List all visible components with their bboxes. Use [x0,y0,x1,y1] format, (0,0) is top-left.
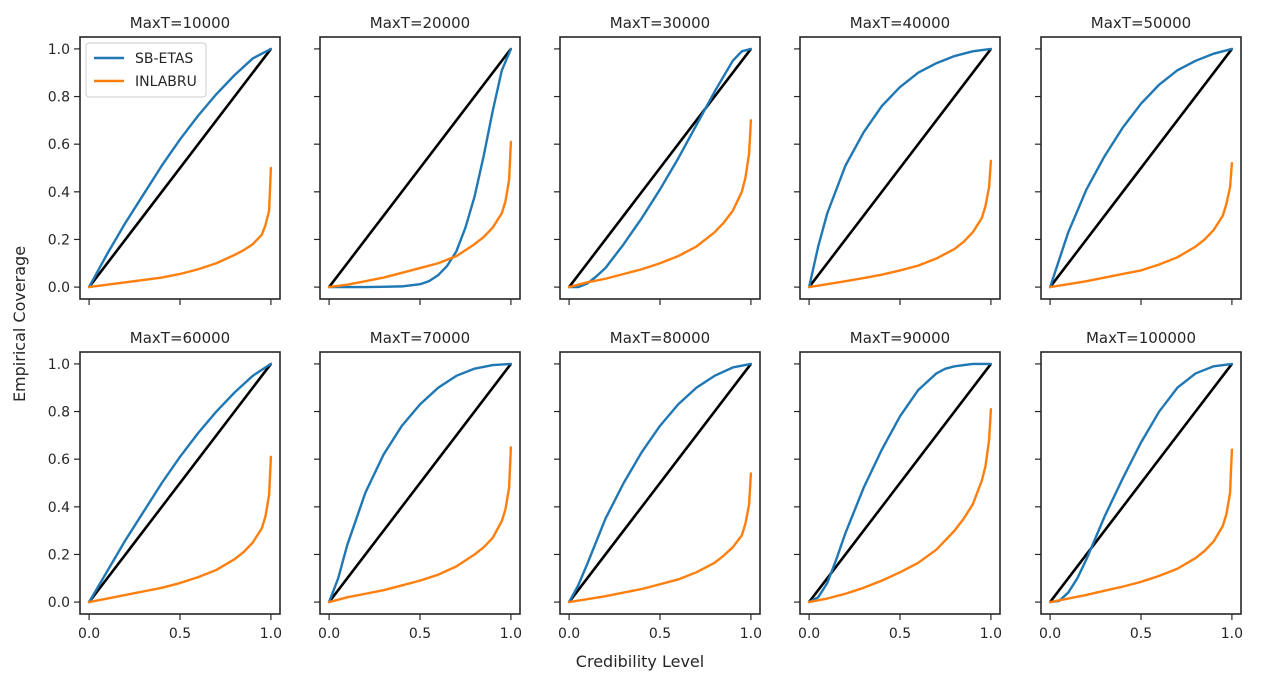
y-tick-label: 0.2 [48,547,70,563]
legend-box [85,42,207,98]
panel-10: MaxT=100000 0.0 0.5 1.0 [1035,329,1243,642]
reference-diagonal-line [808,363,992,603]
x-tick-label: 1.0 [500,626,522,642]
x-tick-label: 0.0 [318,626,340,642]
x-tick-label: 0.5 [169,626,191,642]
x-tick-label: 0.5 [409,626,431,642]
panel-2: MaxT=20000 [314,14,521,305]
panel-title: MaxT=90000 [850,329,950,347]
reference-diagonal-line [88,363,272,603]
y-tick-label: 0.0 [48,595,70,611]
series-line-inlabru [87,455,273,604]
panel-title: MaxT=50000 [1091,14,1191,32]
panel-title: MaxT=100000 [1086,329,1196,347]
y-tick-label: 1.0 [48,42,70,58]
series-line-inlabru [1048,162,1234,289]
panel-title: MaxT=70000 [370,329,470,347]
reference-diagonal-line [328,363,512,603]
y-tick-label: 0.4 [48,500,70,516]
y-tick-label: 0.6 [48,137,70,153]
panel-title: MaxT=20000 [370,14,470,32]
reference-diagonal-line [1049,48,1233,288]
y-tick-label: 0.8 [48,405,70,421]
x-tick-label: 0.0 [78,626,100,642]
reference-diagonal-line [568,363,752,603]
y-tick-label: 0.4 [48,185,70,201]
panel-9: MaxT=90000 0.0 0.5 1.0 [794,329,1002,642]
reference-diagonal-line [1049,363,1233,603]
series-line-sb-etas [87,47,273,289]
panel-3: MaxT=30000 [554,14,761,305]
reference-diagonal-line [328,48,512,288]
panel-4: MaxT=40000 [794,14,1001,305]
panel-title: MaxT=30000 [610,14,710,32]
y-axis-label: Empirical Coverage [10,246,29,402]
series-line-sb-etas [1048,47,1234,289]
reference-diagonal-line [88,48,272,288]
x-tick-label: 1.0 [740,626,762,642]
series-line-sb-etas [807,362,993,604]
panel-title: MaxT=10000 [130,14,230,32]
series-line-inlabru [327,446,513,604]
x-tick-label: 0.0 [798,626,820,642]
x-tick-label: 1.0 [980,626,1002,642]
series-line-inlabru [807,407,993,604]
series-line-sb-etas [567,362,753,604]
series-line-sb-etas [1048,362,1234,604]
y-tick-label: 0.2 [48,232,70,248]
series-line-sb-etas [807,47,993,289]
series-line-inlabru [87,166,273,289]
x-tick-label: 0.5 [889,626,911,642]
legend-label-inlabru: INLABRU [135,74,197,90]
x-tick-label: 1.0 [1221,626,1243,642]
panel-8: MaxT=80000 0.0 0.5 1.0 [554,329,762,642]
reference-diagonal-line [808,48,992,288]
y-tick-label: 0.6 [48,452,70,468]
x-tick-label: 0.5 [1130,626,1152,642]
x-tick-label: 0.5 [649,626,671,642]
y-tick-label: 0.8 [48,90,70,106]
x-axis-label: Credibility Level [576,652,704,671]
series-line-inlabru [567,472,753,604]
panels: MaxT=10000 0.0 0.2 0.4 0.6 0.8 1.0 SB-ETAS INLAB… [48,14,1243,642]
panel-1: MaxT=10000 0.0 0.2 0.4 0.6 0.8 1.0 SB-ETAS INLAB… [48,14,281,305]
panel-title: MaxT=80000 [610,329,710,347]
series-line-sb-etas [327,362,513,604]
x-tick-label: 1.0 [260,626,282,642]
series-line-inlabru [327,140,513,289]
y-tick-label: 0.0 [48,280,70,296]
reference-diagonal-line [568,48,752,288]
legend: SB-ETAS INLABRU [85,42,207,98]
x-tick-label: 0.0 [1039,626,1061,642]
y-tick-label: 1.0 [48,357,70,373]
panel-5: MaxT=50000 [1035,14,1242,305]
series-line-sb-etas [87,362,273,604]
panel-title: MaxT=60000 [130,329,230,347]
panel-6: MaxT=60000 0.0 0.2 0.4 0.6 0.8 1.0 0.0 0.5 1.0 [48,329,282,642]
x-tick-label: 0.0 [558,626,580,642]
panel-title: MaxT=40000 [850,14,950,32]
series-line-inlabru [807,159,993,289]
series-line-inlabru [567,119,753,289]
panel-7: MaxT=70000 0.0 0.5 1.0 [314,329,522,642]
legend-label-sb-etas: SB-ETAS [135,51,193,67]
series-line-inlabru [1048,448,1234,604]
